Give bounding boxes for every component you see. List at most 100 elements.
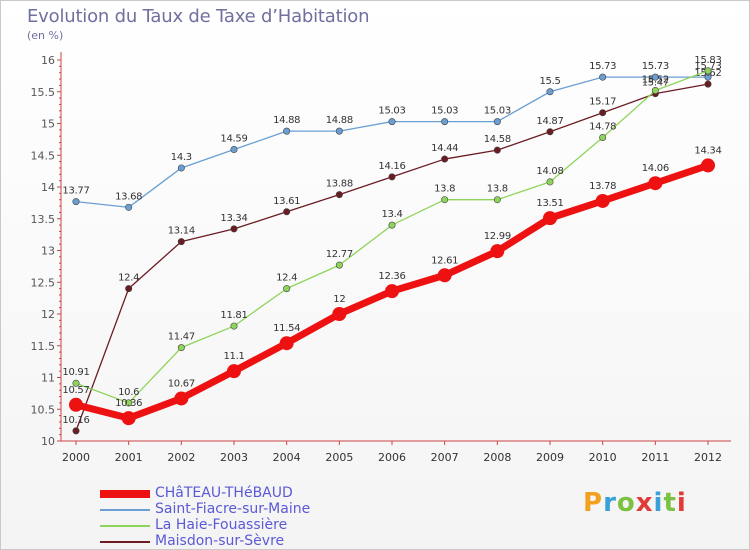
- data-label: 12.4: [276, 273, 297, 284]
- legend-swatch: [100, 525, 150, 527]
- series-maisdon-sur-s-vre: 10.1612.413.1413.3413.6113.8814.1614.441…: [62, 68, 722, 435]
- data-point: [441, 118, 449, 126]
- data-point: [230, 322, 238, 330]
- data-label: 15.5: [539, 76, 560, 87]
- data-label: 12.36: [378, 271, 405, 282]
- data-label: 13.8: [487, 184, 508, 195]
- logo-letter: o: [616, 488, 636, 518]
- data-point: [332, 307, 347, 321]
- x-tick-label: 2001: [115, 451, 143, 464]
- data-point: [283, 208, 291, 216]
- legend-label: CHâTEAU-THéBAUD: [155, 485, 293, 501]
- data-label: 10.57: [62, 385, 89, 396]
- data-point: [704, 67, 712, 75]
- logo-letter: P: [583, 488, 604, 518]
- series-la-haie-fouassi-re: 10.91 10.6 11.47 11.81 12.4 12.77 13.4 13.8 13.8…: [62, 55, 722, 407]
- data-point: [283, 285, 291, 293]
- data-label: 13.61: [273, 196, 300, 207]
- x-tick-label: 2011: [641, 451, 669, 464]
- data-point: [335, 191, 343, 199]
- legend-swatch: [100, 509, 150, 511]
- data-label: 13.4: [381, 209, 402, 220]
- data-point: [493, 196, 501, 204]
- logo-letter: x: [635, 488, 654, 518]
- data-label: 15.73: [694, 61, 721, 72]
- logo-letter: t: [663, 488, 677, 518]
- x-tick-label: 2004: [273, 451, 301, 464]
- data-point: [493, 146, 501, 154]
- data-label: 15.47: [642, 78, 669, 89]
- data-point: [335, 261, 343, 269]
- data-label: 14.88: [273, 115, 300, 126]
- x-tick-label: 2007: [431, 451, 459, 464]
- data-label: 15.17: [589, 97, 616, 108]
- data-point: [283, 127, 291, 135]
- data-point: [490, 244, 505, 259]
- data-label: 12.4: [118, 273, 139, 284]
- data-label: 10.36: [115, 398, 142, 409]
- x-tick-label: 2006: [378, 451, 406, 464]
- x-tick-label: 2012: [694, 451, 722, 464]
- data-label: 12.61: [431, 255, 458, 266]
- logo-letter: r: [603, 488, 617, 518]
- y-tick-label: 11: [41, 372, 55, 385]
- data-label: 13.77: [62, 186, 89, 197]
- legend-label: La Haie-Fouassière: [155, 517, 288, 533]
- x-tick-label: 2000: [62, 451, 90, 464]
- data-point: [388, 173, 396, 181]
- data-point: [441, 196, 449, 204]
- data-point: [595, 193, 610, 208]
- data-label: 10.6: [118, 387, 139, 398]
- y-tick-label: 14: [41, 181, 55, 194]
- y-tick-label: 10: [41, 435, 55, 448]
- data-point: [125, 203, 133, 211]
- data-label: 15.03: [484, 106, 511, 117]
- data-label: 11.54: [273, 323, 300, 334]
- x-tick-label: 2010: [589, 451, 617, 464]
- data-point: [648, 176, 663, 191]
- chart-title: Evolution du Taux de Taxe d’Habitation: [27, 6, 370, 27]
- chart-subtitle: (en %): [27, 29, 64, 42]
- y-tick-label: 10.5: [31, 403, 56, 416]
- legend-swatch: [100, 490, 150, 498]
- data-point: [701, 158, 715, 173]
- data-label: 11.1: [223, 351, 244, 362]
- data-label: 14.44: [431, 143, 458, 154]
- data-label: 13.34: [220, 213, 247, 224]
- data-point: [388, 118, 396, 126]
- data-point: [599, 73, 607, 81]
- data-point: [69, 397, 83, 412]
- data-point: [230, 225, 238, 233]
- data-point: [493, 118, 501, 126]
- data-label: 14.3: [171, 152, 192, 163]
- data-point: [279, 336, 294, 351]
- legend-label: Saint-Fiacre-sur-Maine: [155, 501, 311, 517]
- data-point: [437, 268, 452, 283]
- legend-label: Maisdon-sur-Sèvre: [155, 533, 285, 549]
- y-tick-label: 13.5: [31, 213, 56, 226]
- data-point: [72, 198, 80, 206]
- data-label: 11.81: [220, 310, 247, 321]
- data-point: [121, 411, 136, 426]
- data-point: [388, 221, 396, 229]
- data-label: 14.59: [220, 134, 247, 145]
- y-tick-label: 11.5: [31, 340, 56, 353]
- data-label: 15.83: [694, 55, 721, 66]
- data-label: 14.08: [536, 166, 563, 177]
- data-label: 15.52: [642, 74, 669, 85]
- x-tick-label: 2008: [483, 451, 511, 464]
- data-point: [546, 88, 554, 96]
- data-label: 15.03: [431, 106, 458, 117]
- logo-letter: i: [676, 488, 687, 518]
- data-point: [543, 211, 557, 226]
- y-tick-label: 12.5: [31, 276, 56, 289]
- data-point: [651, 86, 659, 94]
- data-label: 14.34: [694, 145, 721, 156]
- y-tick-label: 12: [41, 308, 55, 321]
- data-point: [177, 164, 185, 172]
- data-label: 13.8: [434, 184, 455, 195]
- data-point: [72, 379, 80, 387]
- data-point: [174, 391, 189, 406]
